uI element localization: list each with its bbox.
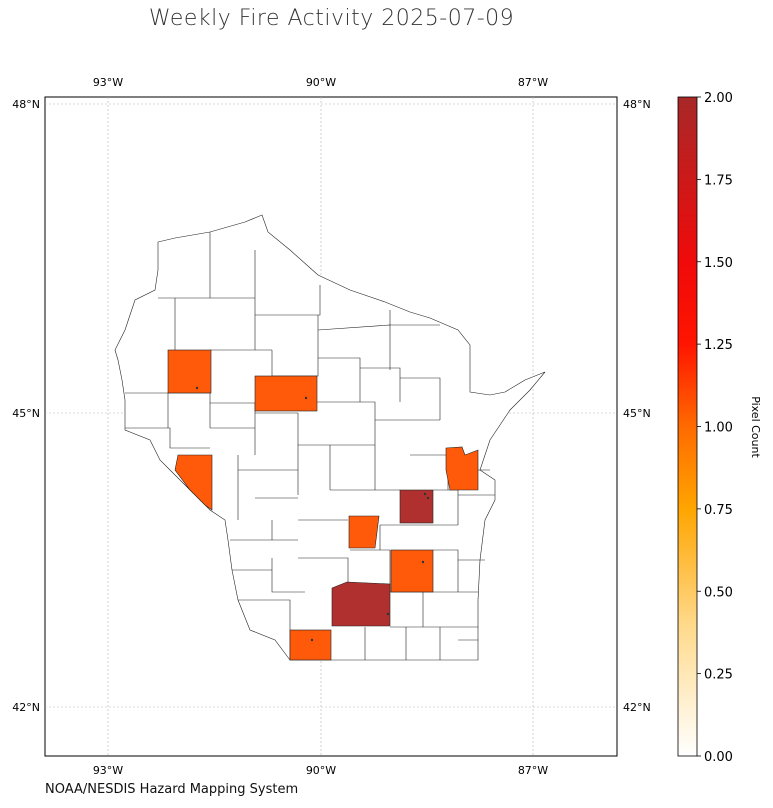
lat-tick-right: 45°N [623, 407, 651, 420]
county-polk-area[interactable] [167, 349, 212, 394]
colorbar-tick-label: 1.25 [704, 338, 733, 353]
lat-ticks-left: 48°N 45°N 42°N [12, 98, 40, 714]
lon-ticks-bottom: 93°W 90°W 87°W [93, 764, 548, 777]
fire-point [304, 396, 308, 400]
lat-tick-left: 48°N [12, 98, 40, 111]
colorbar-tick-label: 1.00 [704, 421, 733, 436]
lat-tick-left: 45°N [12, 407, 40, 420]
lat-tick-right: 42°N [623, 701, 651, 714]
county-dodge-area[interactable] [390, 549, 434, 593]
state-outline [114, 214, 546, 661]
colorbar-tick-label: 1.75 [704, 173, 733, 188]
lon-tick-top: 87°W [518, 76, 548, 89]
colorbar-tick-label: 0.50 [704, 585, 733, 600]
lon-tick-bottom: 93°W [93, 764, 123, 777]
lon-tick-bottom: 90°W [306, 764, 336, 777]
fire-point [386, 612, 390, 616]
colorbar-ticks: 0.00 0.25 0.50 0.75 1.00 1.25 1.50 1.75 2.00 [697, 91, 733, 765]
county-calumet-area[interactable] [399, 489, 434, 524]
lon-tick-top: 90°W [306, 76, 336, 89]
lat-tick-left: 42°N [12, 701, 40, 714]
colorbar-tick-label: 1.50 [704, 256, 733, 271]
county-clark-area[interactable] [254, 375, 318, 412]
fire-points [195, 386, 430, 642]
lat-ticks-right: 48°N 45°N 42°N [623, 98, 651, 714]
fire-point [310, 638, 314, 642]
county-dane-area[interactable] [331, 581, 391, 627]
colorbar-tick-label: 0.00 [704, 750, 733, 765]
colorbar-tick-label: 0.75 [704, 503, 733, 518]
source-credit: NOAA/NESDIS Hazard Mapping System [45, 782, 299, 797]
colorbar [677, 96, 698, 757]
map-title: Weekly Fire Activity 2025-07-09 [148, 6, 515, 31]
colorbar-tick-label: 0.25 [704, 668, 733, 683]
lon-tick-bottom: 87°W [518, 764, 548, 777]
fire-counties [167, 349, 479, 661]
county-green-area[interactable] [289, 629, 332, 661]
colorbar-label: Pixel Count [749, 396, 762, 458]
county-brown-area[interactable] [445, 446, 479, 491]
fire-point [423, 492, 427, 496]
fire-point [195, 386, 199, 390]
lon-ticks-top: 93°W 90°W 87°W [93, 76, 548, 89]
colorbar-tick-label: 2.00 [704, 91, 733, 106]
fire-point [421, 560, 425, 564]
county-trempealeau-area[interactable] [174, 454, 213, 511]
lon-tick-top: 93°W [93, 76, 123, 89]
fire-point [426, 496, 430, 500]
lat-tick-right: 48°N [623, 98, 651, 111]
county-marquette-area[interactable] [348, 515, 380, 549]
